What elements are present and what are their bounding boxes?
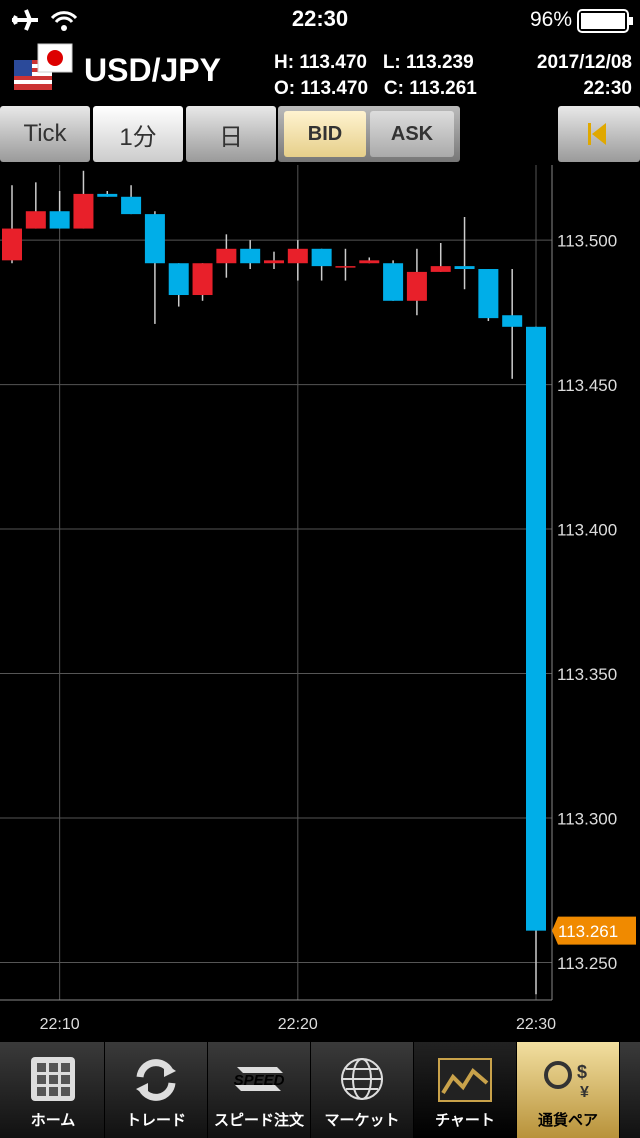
candle-body bbox=[335, 266, 356, 268]
candle-body bbox=[49, 211, 70, 229]
tab-icon: SPEED bbox=[234, 1067, 285, 1091]
y-tick-label: 113.350 bbox=[557, 665, 617, 684]
chart: 113.250 113.300 113.350 113.400 113.450 113.5… bbox=[0, 165, 636, 1033]
candle-body bbox=[430, 266, 451, 272]
speed-icon-label: SPEED bbox=[234, 1072, 285, 1089]
high-label: H: bbox=[274, 52, 295, 73]
candle-body bbox=[121, 196, 142, 215]
tab-label: チャート bbox=[435, 1112, 495, 1129]
tab-icon bbox=[341, 1058, 383, 1100]
bid-button[interactable]: BID bbox=[284, 111, 366, 157]
candle-body bbox=[454, 266, 475, 270]
low: 113.239 bbox=[406, 52, 474, 73]
last-price-tag bbox=[552, 916, 636, 945]
open-label: O: bbox=[274, 78, 296, 99]
candle-body bbox=[144, 214, 165, 264]
y-tick-label: 113.250 bbox=[557, 954, 617, 973]
clock: 22:30 bbox=[291, 6, 349, 31]
datetime: 2017/12/08 22:30 bbox=[500, 50, 632, 102]
pair: USD/JPY bbox=[84, 52, 221, 88]
tab[interactable]: ホーム bbox=[2, 1042, 105, 1138]
candle-body bbox=[73, 193, 94, 229]
candle-body bbox=[383, 263, 404, 301]
date: 2017/12/08 bbox=[536, 52, 632, 73]
close: 113.261 bbox=[409, 78, 477, 99]
flags bbox=[14, 43, 73, 90]
low-label: L: bbox=[382, 52, 401, 73]
status-icons bbox=[11, 9, 633, 33]
quote-values: H: 113.470 L: 113.239 O: 113.470 C: 113.… bbox=[274, 50, 477, 102]
candle-body bbox=[526, 326, 546, 931]
tick-button[interactable]: Tick bbox=[0, 106, 90, 162]
status-bar: 22:30 96% bbox=[0, 0, 640, 40]
svg-text:¥: ¥ bbox=[580, 1084, 589, 1101]
high: 113.470 bbox=[299, 52, 367, 73]
tab-icon: $¥ bbox=[544, 1061, 589, 1101]
quote-header: USD/JPY H: 113.470 L: 113.239 O: 113.470… bbox=[0, 40, 640, 102]
tab-bar: ホーム トレード SPEED スピード注文 マーケット チャート $ ¥ 通貨ペア bbox=[0, 1042, 640, 1138]
candle-body bbox=[478, 269, 499, 319]
y-tick-label: 113.450 bbox=[557, 376, 617, 395]
tab-icon bbox=[31, 1057, 75, 1101]
candle-body bbox=[192, 263, 213, 296]
candle-body bbox=[264, 260, 284, 264]
time: 22:30 bbox=[583, 78, 632, 99]
candle-body bbox=[2, 228, 22, 261]
toolbar: Tick 1分 日 BID ASK bbox=[0, 103, 640, 165]
tab[interactable]: SPEED スピード注文 bbox=[208, 1042, 311, 1138]
x-tick-label: 22:20 bbox=[278, 1016, 318, 1033]
tab-label: ホーム bbox=[30, 1112, 76, 1129]
candle-body bbox=[240, 248, 261, 264]
tab-label: マーケット bbox=[324, 1112, 400, 1129]
tab-icon bbox=[438, 1058, 492, 1102]
minute-button[interactable]: 1分 bbox=[93, 106, 183, 162]
candle-body bbox=[502, 315, 523, 327]
last-price: 113.261 bbox=[558, 922, 618, 941]
x-tick-label: 22:10 bbox=[40, 1016, 80, 1033]
candle-body bbox=[25, 211, 46, 229]
ask-button[interactable]: ASK bbox=[370, 111, 454, 157]
svg-text:$: $ bbox=[577, 1062, 587, 1082]
day-button[interactable]: 日 bbox=[186, 106, 276, 162]
tab-icon bbox=[136, 1059, 176, 1101]
y-tick-label: 113.300 bbox=[557, 809, 617, 828]
panel-button[interactable] bbox=[558, 106, 640, 162]
y-tick-label: 113.400 bbox=[557, 521, 617, 540]
tab[interactable]: トレード bbox=[105, 1042, 208, 1138]
candle-body bbox=[216, 248, 237, 264]
candle-body bbox=[359, 260, 380, 264]
candle-body bbox=[406, 271, 427, 301]
tab-label: スピード注文 bbox=[213, 1112, 304, 1129]
tab[interactable]: $ ¥ 通貨ペア bbox=[517, 1042, 620, 1138]
close-label: C: bbox=[383, 78, 404, 99]
candle-body bbox=[97, 193, 118, 197]
tab-label: 通貨ペア bbox=[537, 1112, 598, 1129]
candle-body bbox=[311, 248, 332, 267]
tab-label: トレード bbox=[125, 1112, 186, 1129]
tab[interactable]: チャート bbox=[414, 1042, 517, 1138]
candle-body bbox=[168, 263, 189, 296]
y-tick-label: 113.500 bbox=[557, 232, 617, 251]
candle-body bbox=[287, 248, 308, 264]
open: 113.470 bbox=[300, 78, 369, 99]
tab[interactable]: マーケット bbox=[311, 1042, 414, 1138]
battery: 96% bbox=[529, 8, 572, 31]
x-tick-label: 22:30 bbox=[516, 1016, 556, 1033]
